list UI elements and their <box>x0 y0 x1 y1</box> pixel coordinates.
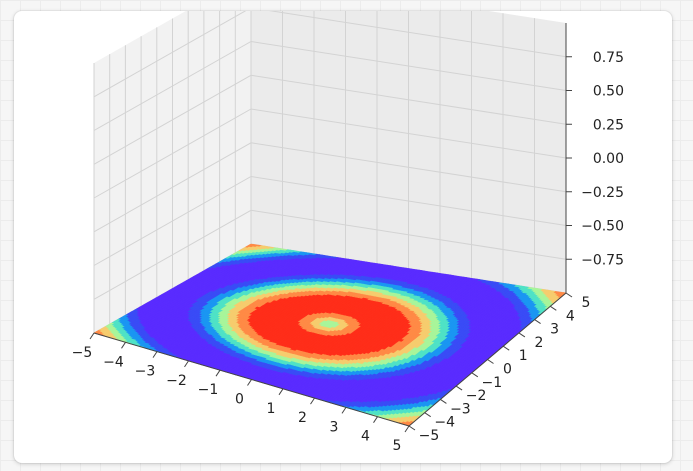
grid-line <box>93 142 567 233</box>
grid-line <box>93 209 567 300</box>
contour-surface <box>93 243 567 427</box>
grid-line <box>93 40 567 131</box>
grid-line <box>93 108 567 199</box>
grid-line <box>93 11 567 98</box>
chart-card: −5 −4 −3 −2 −1 0 1 2 3 4 5 −5 −4 −3 −2 −1 0 1 2 3 4 5 0.75 0.50… <box>14 11 672 463</box>
grid-line <box>93 74 567 165</box>
grid-line <box>93 175 567 266</box>
surface-chart: −5−4−3−2−1012345−5−4−3−2−10123450.750.50… <box>72 11 624 454</box>
